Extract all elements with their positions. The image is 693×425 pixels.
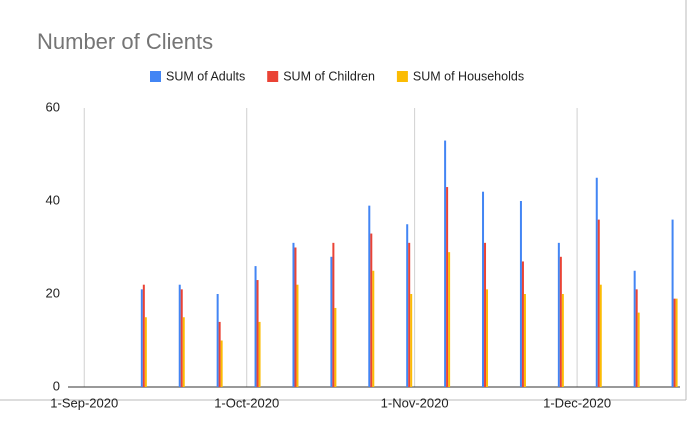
bar bbox=[523, 294, 526, 387]
bar bbox=[182, 317, 185, 387]
y-tick-label: 0 bbox=[53, 378, 60, 393]
bar bbox=[408, 242, 411, 387]
bar bbox=[142, 284, 145, 387]
bar bbox=[330, 256, 333, 387]
bar bbox=[637, 312, 640, 387]
bar bbox=[294, 247, 297, 387]
bar bbox=[521, 261, 524, 387]
bar bbox=[140, 289, 143, 387]
x-tick-label: 1-Oct-2020 bbox=[214, 395, 279, 410]
y-tick-label: 60 bbox=[46, 99, 60, 114]
bar bbox=[296, 284, 299, 387]
bar bbox=[448, 252, 451, 387]
bar bbox=[671, 219, 674, 387]
bar bbox=[180, 289, 183, 387]
bar bbox=[444, 140, 447, 387]
bar bbox=[178, 284, 181, 387]
legend-label: SUM of Households bbox=[413, 69, 524, 83]
bar bbox=[519, 201, 522, 387]
legend-label: SUM of Children bbox=[283, 69, 375, 83]
bar bbox=[372, 270, 375, 387]
legend-label: SUM of Adults bbox=[166, 69, 245, 83]
x-tick-label: 1-Dec-2020 bbox=[543, 395, 611, 410]
bar bbox=[410, 294, 413, 387]
bar bbox=[256, 280, 259, 387]
bar bbox=[144, 317, 147, 387]
bar bbox=[673, 298, 676, 387]
bar bbox=[334, 307, 337, 387]
bar bbox=[635, 289, 638, 387]
y-tick-label: 20 bbox=[46, 285, 60, 300]
bar bbox=[597, 219, 600, 387]
bar bbox=[370, 233, 373, 387]
bar bbox=[559, 256, 562, 387]
x-tick-label: 1-Sep-2020 bbox=[50, 395, 118, 410]
legend-swatch bbox=[396, 71, 408, 82]
bar bbox=[486, 289, 489, 387]
bar bbox=[406, 224, 409, 387]
bar bbox=[254, 266, 257, 387]
y-tick-label: 40 bbox=[46, 192, 60, 207]
bar bbox=[218, 321, 221, 387]
bar bbox=[292, 242, 295, 387]
bar bbox=[595, 177, 598, 387]
bar bbox=[216, 294, 219, 387]
bar bbox=[484, 242, 487, 387]
bar bbox=[557, 242, 560, 387]
bar bbox=[446, 187, 449, 387]
bar bbox=[561, 294, 564, 387]
bar bbox=[220, 340, 223, 387]
bar bbox=[368, 205, 371, 387]
bar bbox=[675, 298, 678, 387]
bar bbox=[633, 270, 636, 387]
chart-title: Number of Clients bbox=[37, 29, 213, 54]
legend-swatch bbox=[267, 71, 279, 82]
legend-swatch bbox=[150, 71, 161, 82]
bar bbox=[482, 191, 485, 387]
bar bbox=[332, 242, 335, 387]
bar bbox=[599, 284, 602, 387]
bar bbox=[258, 321, 261, 387]
x-tick-label: 1-Nov-2020 bbox=[381, 395, 449, 410]
